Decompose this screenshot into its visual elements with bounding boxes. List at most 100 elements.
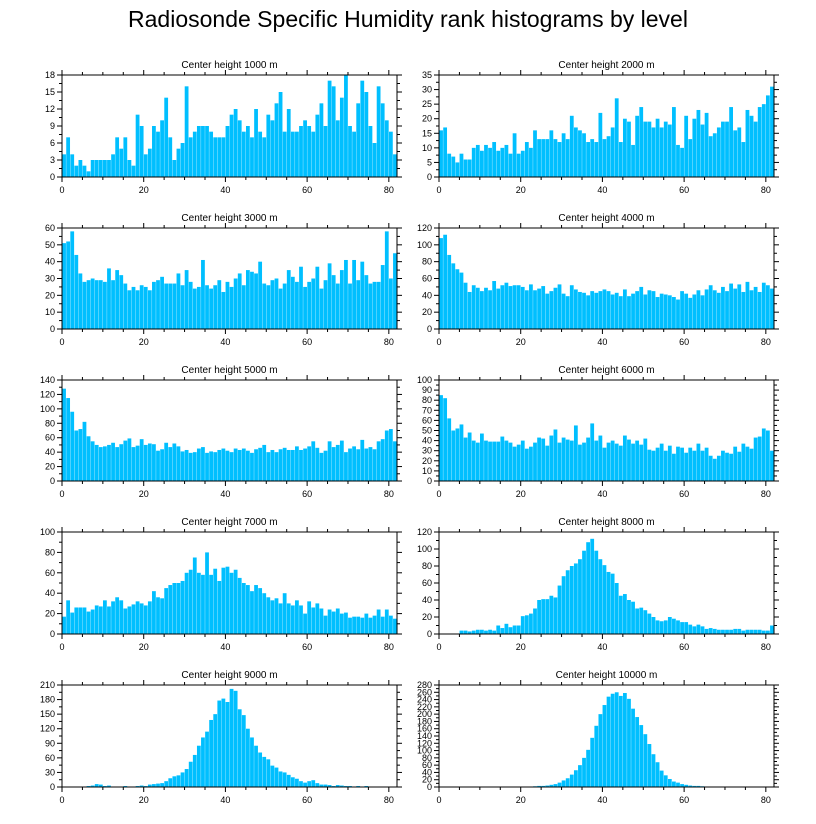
histogram-bar xyxy=(245,585,250,634)
histogram-bar xyxy=(388,131,393,177)
histogram-bar xyxy=(569,285,574,329)
histogram-bar xyxy=(152,591,156,634)
figure-title: Radiosonde Specific Humidity rank histog… xyxy=(128,6,688,32)
histogram-bar xyxy=(737,628,742,634)
histogram-bar xyxy=(90,278,95,329)
y-tick-label: 50 xyxy=(45,240,55,250)
histogram-bar xyxy=(156,131,160,177)
histogram-bar xyxy=(643,610,648,634)
histogram-bar xyxy=(299,781,303,787)
histogram-bar xyxy=(299,449,303,481)
histogram-bar xyxy=(578,765,582,787)
histogram-bar xyxy=(327,785,332,787)
x-tick-label: 20 xyxy=(516,185,526,195)
histogram-bar xyxy=(311,607,316,634)
histogram-bar xyxy=(266,597,271,634)
histogram-bar xyxy=(274,103,279,177)
histogram-bar xyxy=(82,281,87,329)
histogram-bar xyxy=(631,601,635,634)
histogram-bar xyxy=(335,785,340,787)
histogram-bar xyxy=(663,121,668,177)
histogram-bar xyxy=(254,585,258,634)
histogram-bar xyxy=(549,130,554,177)
histogram-bar xyxy=(339,613,344,634)
y-tick-label: 20 xyxy=(422,114,432,124)
histogram-bar xyxy=(655,620,660,634)
histogram-bar xyxy=(663,294,668,329)
histogram-bar xyxy=(229,114,234,177)
histogram-bar xyxy=(765,95,770,177)
y-tick-label: 60 xyxy=(422,415,432,425)
histogram-bar xyxy=(667,445,672,481)
histogram-bar xyxy=(680,291,684,329)
histogram-bar xyxy=(541,785,546,787)
histogram-bar xyxy=(627,439,631,481)
histogram-bar xyxy=(684,115,689,177)
histogram-bar xyxy=(733,130,738,177)
histogram-bar xyxy=(475,144,480,177)
histogram-bar xyxy=(451,263,456,329)
histogram-bar xyxy=(107,606,111,634)
histogram-bar xyxy=(439,130,443,177)
histogram-bar xyxy=(311,278,316,329)
histogram-bar xyxy=(667,295,672,329)
histogram-bar xyxy=(708,628,713,634)
y-tick-label: 6 xyxy=(50,138,55,148)
histogram-bar xyxy=(323,615,328,634)
histogram-bar xyxy=(393,618,397,634)
histogram-bar xyxy=(94,444,99,481)
histogram-bar xyxy=(327,609,332,634)
histogram-bar xyxy=(335,444,340,481)
histogram-bar xyxy=(152,281,156,329)
histogram-bar xyxy=(307,601,312,634)
histogram-bar xyxy=(86,436,91,481)
histogram-bar xyxy=(561,576,566,634)
histogram-bar xyxy=(765,285,770,329)
histogram-bar xyxy=(241,131,246,177)
histogram-bar xyxy=(516,444,521,481)
histogram-bar xyxy=(278,771,283,787)
histogram-bar xyxy=(594,550,599,634)
histogram-bar xyxy=(496,625,501,634)
histogram-bar xyxy=(266,114,271,177)
histogram-bar xyxy=(582,757,586,787)
histogram-bar xyxy=(172,443,177,481)
histogram-bar xyxy=(516,625,521,634)
histogram-bar xyxy=(651,127,656,177)
y-tick-label: 90 xyxy=(45,738,55,748)
histogram-bar xyxy=(372,281,377,329)
histogram-bar xyxy=(512,625,517,634)
histogram-bar xyxy=(286,109,291,177)
histogram-bar xyxy=(451,156,456,177)
histogram-bar xyxy=(172,160,177,177)
x-tick-label: 80 xyxy=(384,489,394,499)
histogram-bar xyxy=(147,601,152,634)
histogram-bar xyxy=(508,442,513,481)
histogram-bar xyxy=(590,423,595,481)
histogram-bar xyxy=(684,784,689,787)
histogram-bar xyxy=(684,622,689,634)
plot-frame xyxy=(61,684,398,788)
histogram-bar xyxy=(78,607,83,634)
histogram-bar xyxy=(643,121,648,177)
histogram-bar xyxy=(765,630,770,634)
x-tick-label: 80 xyxy=(384,795,394,805)
y-tick-label: 0 xyxy=(427,629,432,639)
histogram-bar xyxy=(582,292,586,329)
histogram-bar xyxy=(455,428,460,481)
histogram-bar xyxy=(672,297,676,329)
histogram-bar xyxy=(647,121,652,177)
histogram-bar xyxy=(192,452,197,481)
histogram-bar xyxy=(716,292,721,329)
histogram-bar xyxy=(319,784,324,787)
histogram-bar xyxy=(586,749,591,787)
histogram-bar xyxy=(380,265,385,329)
histogram-bar xyxy=(364,92,369,177)
histogram-bar xyxy=(676,620,680,634)
histogram-bar xyxy=(635,608,640,634)
histogram-bar xyxy=(639,107,644,177)
histogram-bar xyxy=(94,280,99,329)
x-tick-label: 20 xyxy=(516,642,526,652)
histogram-bar xyxy=(647,613,652,634)
histogram-bar xyxy=(368,283,373,329)
